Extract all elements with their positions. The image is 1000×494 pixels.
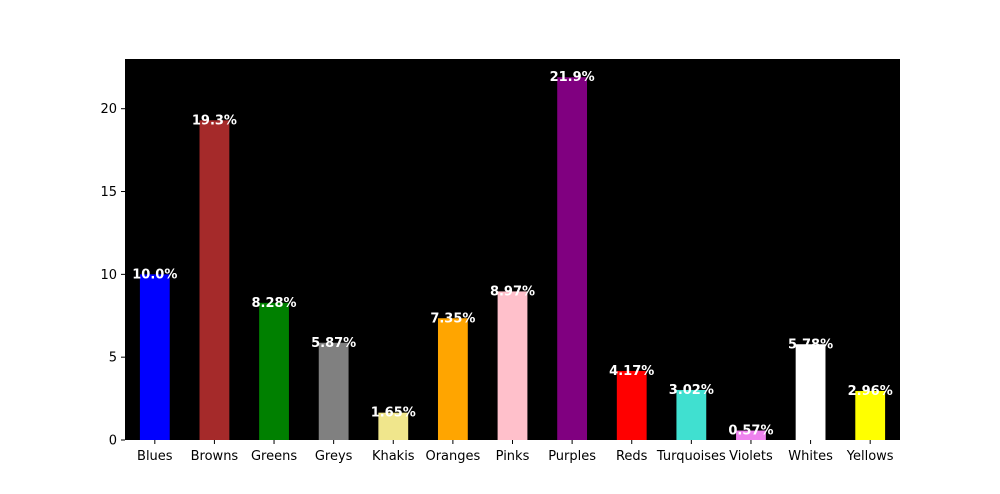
- x-tick-label-blues: Blues: [137, 449, 173, 464]
- y-tick-label: 0: [109, 434, 117, 449]
- bar-browns: [199, 120, 230, 440]
- data-label-yellows: 2.96%: [848, 384, 893, 399]
- x-tick-label-whites: Whites: [788, 449, 833, 464]
- x-tick-label-browns: Browns: [191, 449, 239, 464]
- y-tick-label: 5: [109, 351, 117, 366]
- bar-purples: [557, 77, 588, 440]
- x-tick-label-oranges: Oranges: [425, 449, 480, 464]
- x-tick-label-greens: Greens: [251, 449, 297, 464]
- bar-reds: [616, 370, 647, 440]
- data-label-turquoises: 3.02%: [669, 383, 714, 398]
- bar-blues: [139, 274, 170, 440]
- data-label-pinks: 8.97%: [490, 284, 535, 299]
- data-label-whites: 5.78%: [788, 337, 833, 352]
- bar-greens: [259, 302, 289, 440]
- bar-oranges: [437, 318, 468, 440]
- y-tick-label: 20: [100, 102, 117, 117]
- bar-turquoises: [676, 389, 707, 440]
- bar-pinks: [497, 291, 528, 440]
- bars-layer: [139, 77, 886, 440]
- data-label-blues: 10.0%: [132, 267, 177, 282]
- x-tick-label-violets: Violets: [729, 449, 773, 464]
- data-label-oranges: 7.35%: [430, 311, 475, 326]
- data-label-purples: 21.9%: [550, 70, 595, 85]
- x-tick-label-khakis: Khakis: [372, 449, 415, 464]
- bar-yellows: [855, 390, 886, 440]
- bar-greys: [318, 342, 349, 440]
- y-axis: 0 5 10 15 20: [100, 102, 125, 449]
- x-axis: Blues Browns Greens Greys Khakis Oranges Pinks…: [137, 440, 894, 464]
- data-label-browns: 19.3%: [192, 113, 237, 128]
- y-tick-label: 10: [100, 268, 117, 283]
- x-tick-label-pinks: Pinks: [496, 449, 530, 464]
- data-label-violets: 0.57%: [728, 424, 773, 439]
- data-label-reds: 4.17%: [609, 364, 654, 379]
- x-tick-label-yellows: Yellows: [846, 449, 894, 464]
- data-label-khakis: 1.65%: [371, 406, 416, 421]
- x-tick-label-greys: Greys: [315, 449, 353, 464]
- x-tick-label-turquoises: Turquoises: [656, 449, 726, 464]
- bar-whites: [795, 344, 826, 440]
- data-label-greys: 5.87%: [311, 336, 356, 351]
- y-tick-label: 15: [100, 185, 117, 200]
- bar-violets: [736, 430, 766, 440]
- x-tick-label-reds: Reds: [616, 449, 648, 464]
- x-tick-label-purples: Purples: [548, 449, 596, 464]
- bar-khakis: [378, 412, 409, 440]
- data-label-greens: 8.28%: [251, 296, 296, 311]
- data-labels-layer: 10.0% 19.3% 8.28% 5.87% 1.65% 7.35% 8.97% 21.9%…: [132, 70, 892, 438]
